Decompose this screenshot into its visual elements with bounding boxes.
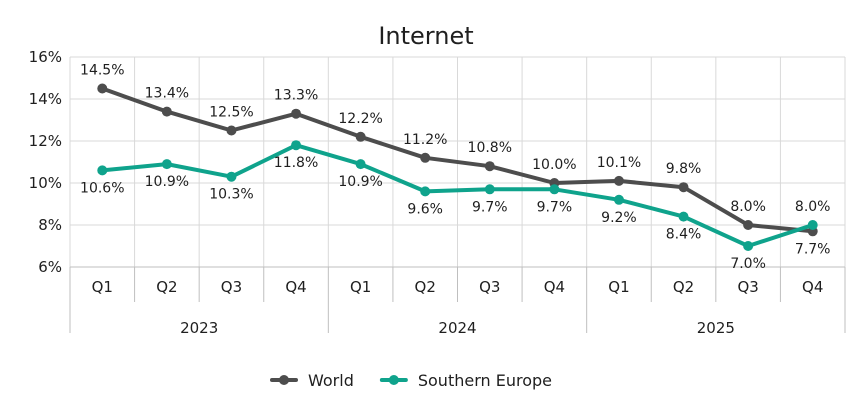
data-labels: 14.5% 13.4% 12.5% 13.3% 12.2% 11.2% 10.8% 10.0%…: [80, 63, 830, 273]
year-label: 2025: [697, 319, 735, 337]
x-tick-label: Q1: [92, 278, 113, 296]
data-point: [484, 184, 495, 195]
data-point: [743, 241, 754, 251]
data-point: [678, 182, 689, 193]
legend: World Southern Europe: [270, 371, 552, 390]
data-label: 10.9%: [145, 174, 189, 190]
data-label: 7.7%: [795, 241, 831, 257]
year-label: 2024: [438, 319, 476, 337]
data-label: 12.5%: [209, 105, 253, 121]
data-label: 9.2%: [601, 210, 637, 226]
data-point: [97, 165, 108, 176]
data-label: 11.2%: [403, 132, 447, 148]
x-tick-label: Q3: [479, 278, 500, 296]
y-tick-label: 14%: [29, 90, 62, 108]
data-point: [484, 161, 495, 172]
data-label: 10.3%: [209, 187, 253, 203]
y-tick-label: 16%: [29, 48, 62, 66]
data-label: 10.6%: [80, 180, 124, 196]
data-point: [549, 184, 560, 195]
data-point: [678, 211, 689, 222]
series-line: [100, 86, 815, 234]
data-label: 8.4%: [666, 227, 702, 243]
y-tick-label: 10%: [29, 174, 62, 192]
axes: 6% 8% 10% 12% 14% 16% Q1 Q2 Q3 Q4 Q1 Q2 Q3 Q4 Q1 Q2 Q3 Q4…: [29, 48, 846, 337]
data-point: [613, 175, 624, 186]
chart-title: Internet: [378, 22, 473, 50]
x-tick-label: Q4: [544, 278, 565, 296]
data-label: 14.5%: [80, 63, 124, 79]
data-label: 11.8%: [274, 155, 318, 171]
y-tick-label: 8%: [38, 216, 62, 234]
data-label: 10.8%: [468, 140, 512, 156]
data-point: [420, 152, 431, 163]
x-tick-label: Q1: [350, 278, 371, 296]
series-line: [100, 143, 815, 248]
data-label: 9.8%: [666, 161, 702, 177]
y-tick-label: 12%: [29, 132, 62, 150]
data-point: [161, 159, 172, 170]
data-label: 10.0%: [532, 157, 576, 173]
data-point: [291, 140, 302, 151]
data-point: [161, 106, 172, 117]
data-point: [97, 83, 108, 94]
data-label: 12.2%: [338, 111, 382, 127]
data-point: [355, 159, 366, 170]
data-label: 13.3%: [274, 88, 318, 104]
legend-label: World: [308, 371, 354, 390]
data-label: 10.1%: [597, 155, 641, 171]
data-label: 8.0%: [730, 199, 766, 215]
data-label: 9.7%: [537, 199, 573, 215]
x-tick-label: Q1: [608, 278, 629, 296]
x-tick-label: Q3: [737, 278, 758, 296]
legend-label: Southern Europe: [418, 371, 552, 390]
year-label: 2023: [180, 319, 218, 337]
x-tick-label: Q3: [221, 278, 242, 296]
data-point: [613, 194, 624, 205]
data-label: 7.0%: [730, 256, 766, 272]
x-tick-label: Q2: [156, 278, 177, 296]
series: [97, 83, 818, 251]
legend-marker: [279, 375, 289, 385]
data-point: [743, 220, 754, 230]
x-tick-label: Q2: [673, 278, 694, 296]
data-label: 8.0%: [795, 199, 831, 215]
data-label: 9.7%: [472, 199, 508, 215]
x-tick-label: Q2: [415, 278, 436, 296]
data-label: 13.4%: [145, 86, 189, 102]
x-tick-label: Q4: [802, 278, 823, 296]
data-point: [226, 125, 237, 136]
y-tick-label: 6%: [38, 258, 62, 276]
data-point: [291, 108, 302, 119]
data-point: [226, 171, 237, 182]
x-tick-label: Q4: [285, 278, 306, 296]
legend-marker: [388, 375, 399, 385]
data-point: [420, 186, 431, 197]
data-point: [355, 131, 366, 142]
data-label: 9.6%: [407, 201, 443, 217]
data-label: 10.9%: [338, 174, 382, 190]
data-point: [807, 220, 818, 230]
